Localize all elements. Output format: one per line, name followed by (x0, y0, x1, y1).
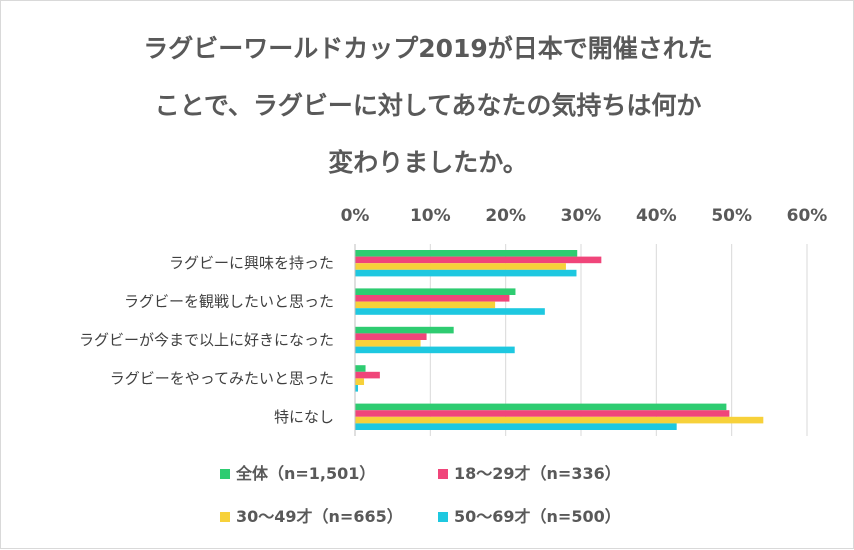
bar (355, 269, 577, 277)
x-tick-label: 0% (341, 206, 370, 226)
bar (355, 326, 454, 334)
legend-label-series-0: 全体（n=1,501） (236, 464, 376, 483)
x-tick-label: 50% (711, 206, 752, 226)
x-tick-label: 30% (561, 206, 602, 226)
bar (355, 263, 566, 270)
legend-swatch-series-0 (220, 469, 230, 479)
legend-label-series-1: 18～29才（n=336） (454, 464, 621, 483)
legend-swatch-series-1 (438, 469, 448, 479)
chart-title-line-1: ラグビーワールドカップ2019が日本で開催された (143, 34, 713, 63)
bar (355, 288, 516, 295)
bar (355, 378, 365, 385)
bar (355, 308, 545, 315)
legend-swatch-series-2 (220, 512, 230, 522)
x-tick-label: 10% (410, 206, 451, 226)
bar (355, 403, 727, 411)
category-label: ラグビーを観戦したいと思った (124, 293, 334, 311)
bar (355, 365, 366, 372)
x-tick-label: 40% (636, 206, 677, 226)
legend-swatch-series-3 (438, 512, 448, 522)
bar (355, 423, 677, 430)
bar (355, 250, 578, 257)
bar (355, 295, 510, 302)
bar (355, 371, 380, 379)
category-label: ラグビーに興味を持った (169, 254, 334, 272)
bar (355, 340, 421, 347)
legend-label-series-2: 30～49才（n=665） (236, 507, 403, 526)
bar (355, 256, 602, 264)
bar (355, 346, 515, 354)
chart-title-line-2: ことで、ラグビーに対してあなたの気持ちは何か (154, 91, 702, 120)
category-label: ラグビーをやってみたいと思った (110, 369, 334, 387)
x-tick-label: 60% (787, 206, 828, 226)
bar (355, 385, 359, 392)
bar (355, 416, 764, 424)
category-label: 特になし (274, 408, 334, 426)
bar (355, 333, 427, 340)
category-label: ラグビーが今まで以上に好きになった (79, 331, 334, 349)
legend-label-series-3: 50～69才（n=500） (454, 507, 621, 526)
x-tick-label: 20% (485, 206, 526, 226)
bar (355, 410, 730, 417)
chart-title-line-3: 変わりましたか。 (328, 148, 528, 177)
bar (355, 301, 496, 309)
